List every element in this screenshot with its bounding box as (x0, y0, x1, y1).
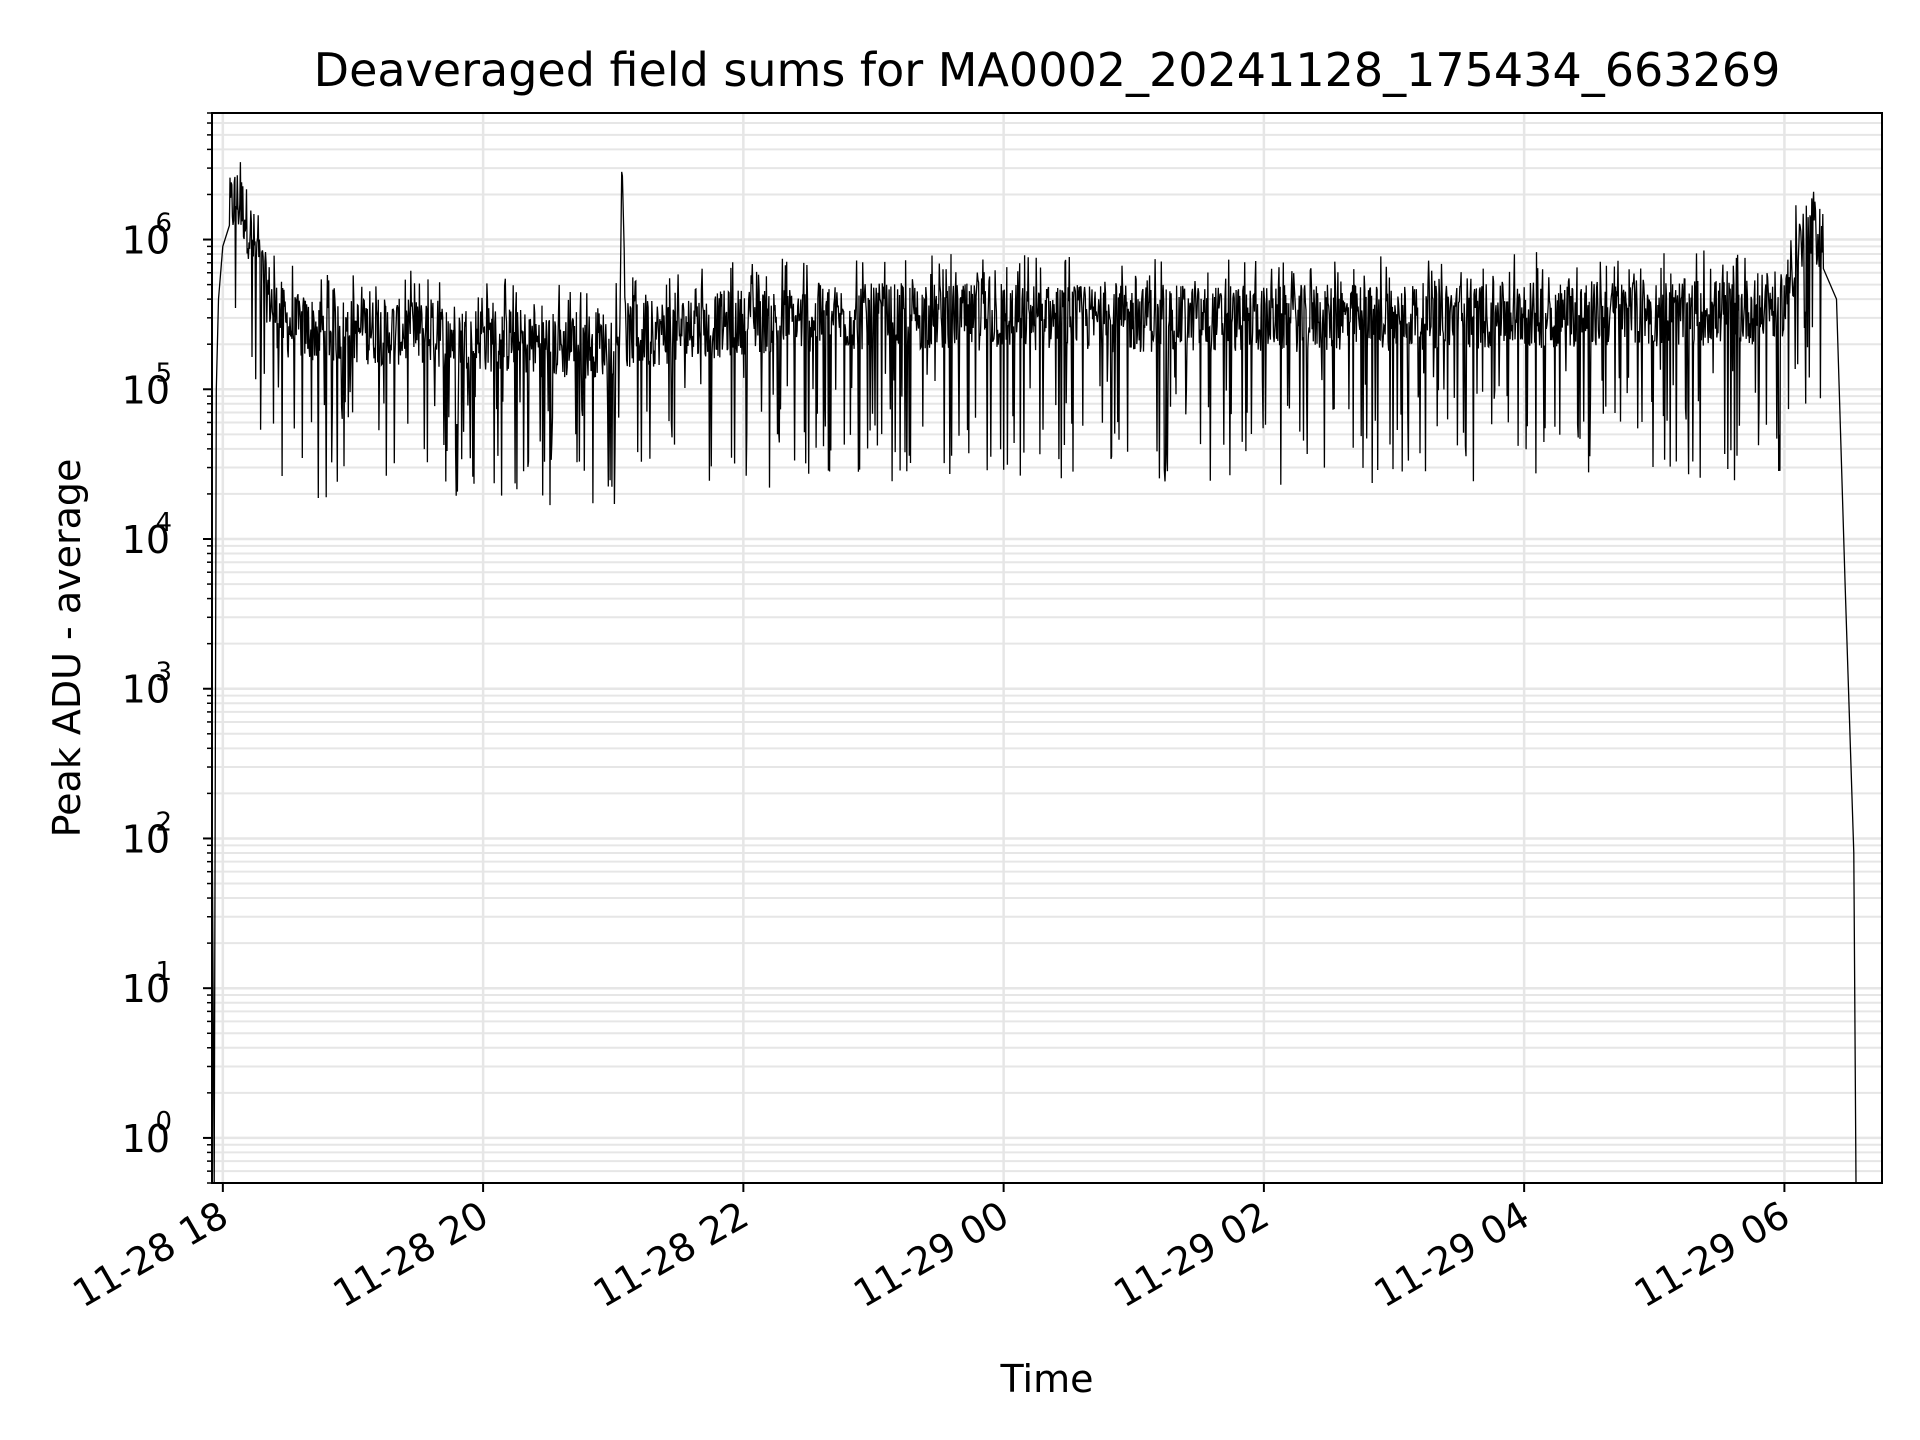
y-tick-exponent: 5 (155, 358, 172, 388)
y-tick-label: 10 (122, 518, 170, 562)
y-tick-label: 10 (122, 967, 170, 1011)
x-tick-label: 11-28 22 (586, 1193, 756, 1317)
x-tick-label: 11-29 04 (1367, 1193, 1537, 1317)
y-tick-exponent: 3 (155, 658, 172, 688)
plot-frame (211, 112, 1883, 1184)
y-tick-label: 10 (122, 219, 170, 263)
x-tick-label: 11-29 06 (1627, 1193, 1797, 1317)
x-axis-label: Time (1000, 1357, 1094, 1401)
y-tick-exponent: 0 (155, 1107, 172, 1137)
x-tick-label: 11-28 18 (65, 1193, 235, 1317)
y-tick-label: 10 (122, 1117, 170, 1161)
y-tick-exponent: 6 (155, 209, 172, 239)
y-tick-label: 10 (122, 817, 170, 861)
chart-title: Deaveraged field sums for MA0002_2024112… (314, 43, 1781, 97)
y-tick-exponent: 1 (155, 957, 172, 987)
x-tick-label: 11-28 20 (326, 1193, 496, 1317)
x-tick-label: 11-29 00 (846, 1193, 1016, 1317)
series-line (212, 162, 1857, 1183)
y-axis-label: Peak ADU - average (45, 459, 89, 838)
x-tick-label: 11-29 02 (1106, 1193, 1276, 1317)
y-tick-label: 10 (122, 368, 170, 412)
series-layer (212, 162, 1857, 1183)
y-tick-exponent: 2 (155, 807, 172, 837)
y-tick-label: 10 (122, 668, 170, 712)
y-tick-exponent: 4 (155, 508, 172, 538)
minor-gridlines (212, 112, 1882, 1184)
